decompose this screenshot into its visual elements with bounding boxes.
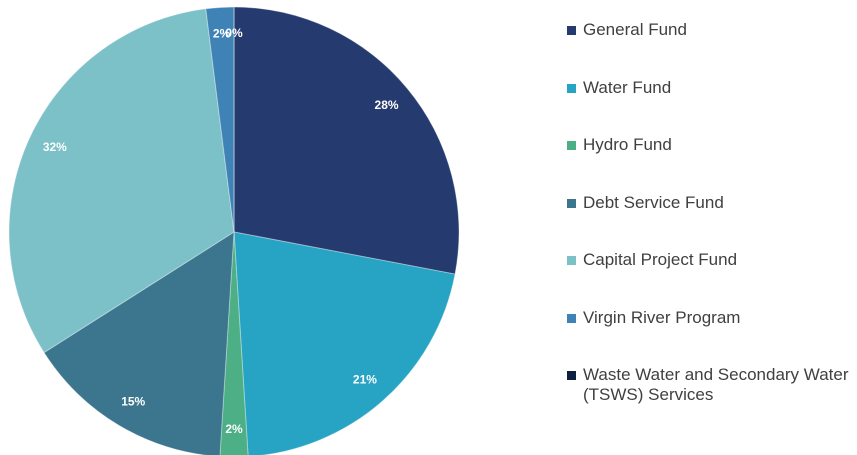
data-label: 15% (121, 395, 145, 409)
legend-item: Capital Project Fund (567, 250, 857, 270)
pie-slice (233, 231, 456, 455)
legend-swatch (567, 83, 576, 93)
legend-label: Waste Water and Secondary Water (TSWS) S… (583, 365, 849, 404)
legend-label: Debt Service Fund (583, 192, 724, 212)
legend-label: Capital Project Fund (583, 250, 738, 269)
legend-swatch (567, 198, 576, 208)
data-label: 21% (353, 373, 377, 387)
legend-swatch (567, 141, 576, 150)
legend-item: Hydro Fund (567, 135, 857, 155)
data-label: 2% (213, 27, 231, 41)
legend-swatch (567, 256, 576, 265)
pie-slice (233, 6, 460, 275)
legend-item: General Fund (567, 20, 857, 40)
legend-swatch (567, 313, 576, 323)
legend-label: Hydro Fund (583, 135, 672, 154)
legend-label: General Fund (583, 20, 687, 39)
data-label: 2% (225, 422, 243, 436)
pie-slice (205, 6, 235, 233)
pie-slice (219, 231, 249, 455)
data-label: 32% (43, 140, 67, 154)
legend-swatch (567, 371, 576, 380)
pie-slice (8, 8, 235, 354)
legend-item: Waste Water and Secondary Water (TSWS) S… (567, 365, 857, 405)
legend-label: Water Fund (583, 77, 672, 97)
legend-swatch (567, 26, 576, 35)
legend-item: Water Fund (567, 78, 857, 98)
legend-item: Virgin River Program (567, 308, 857, 328)
legend-label: Virgin River Program (583, 307, 741, 327)
data-label: 0% (225, 26, 243, 40)
data-label: 28% (375, 98, 399, 112)
legend-item: Debt Service Fund (567, 193, 857, 213)
